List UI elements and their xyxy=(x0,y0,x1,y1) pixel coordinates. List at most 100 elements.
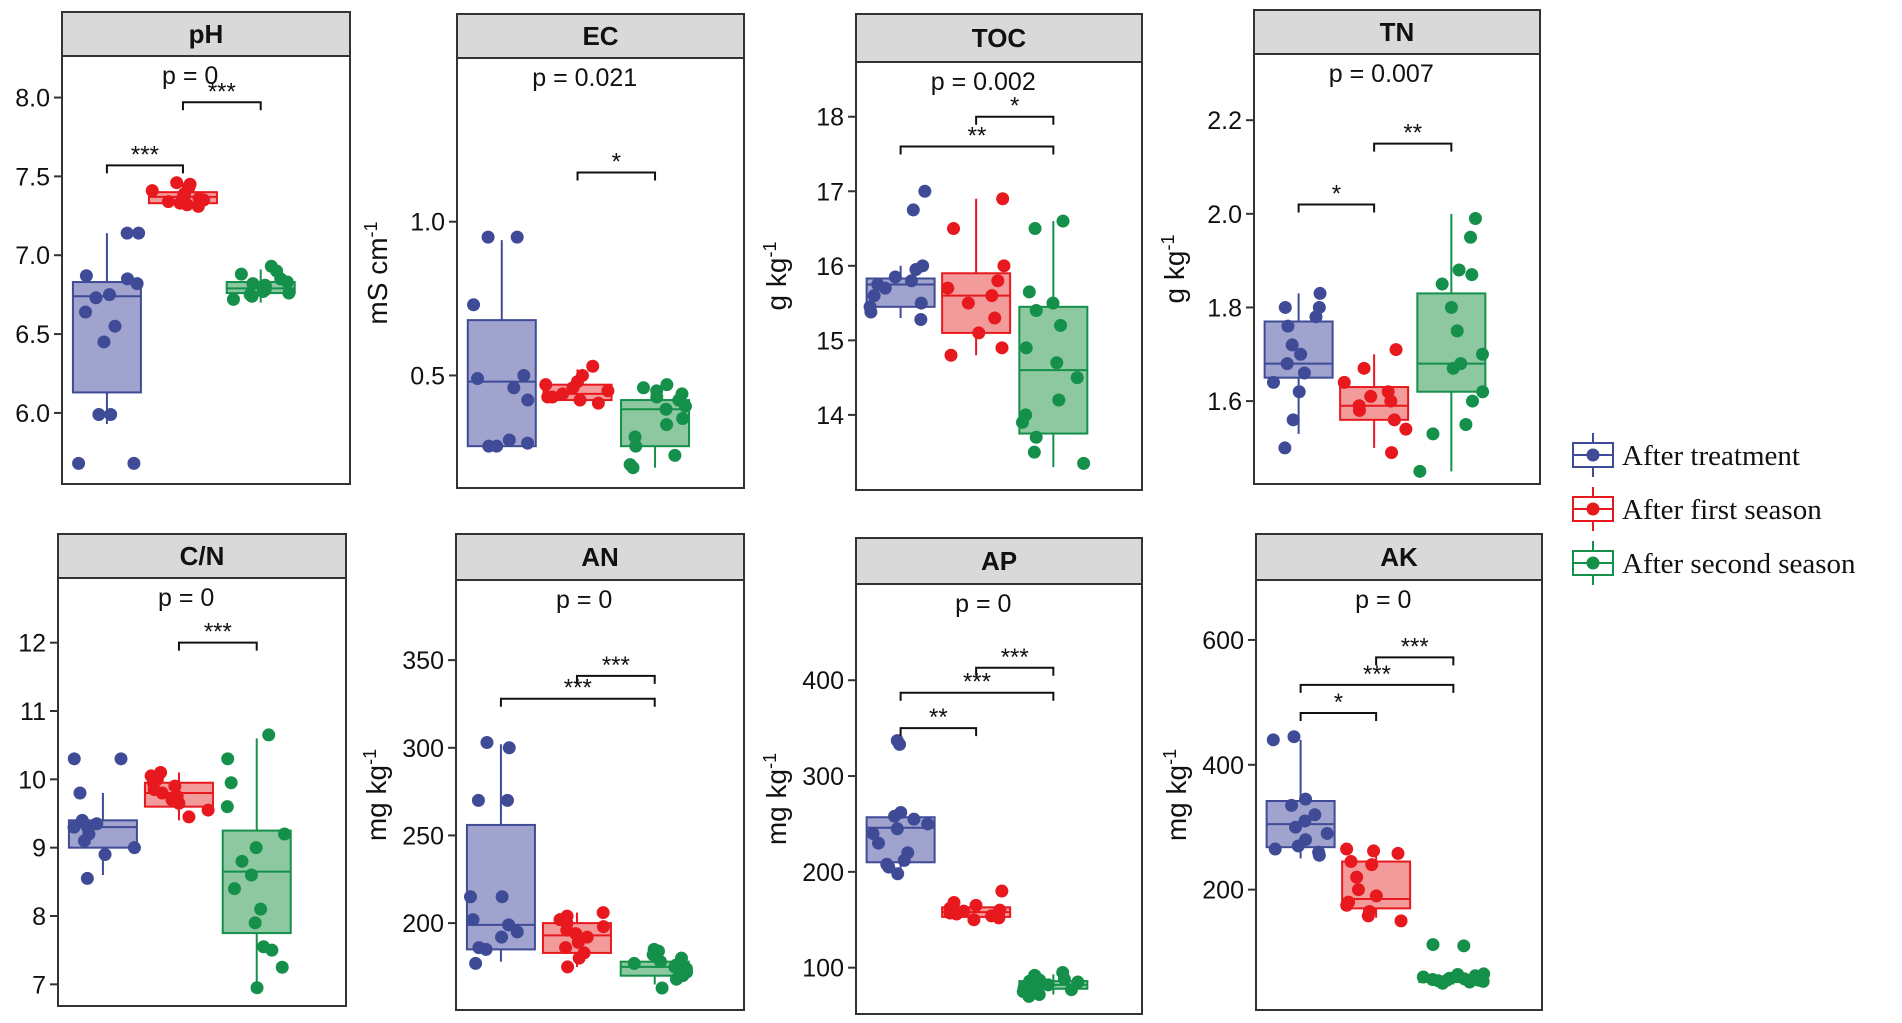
data-point xyxy=(623,458,637,472)
data-point xyxy=(500,793,514,807)
y-tick-label: 200 xyxy=(1202,877,1244,905)
data-point xyxy=(278,827,292,841)
data-point xyxy=(997,259,1011,273)
data-point xyxy=(1413,464,1427,478)
data-point xyxy=(1280,357,1294,371)
data-point xyxy=(1381,385,1395,399)
data-point xyxy=(471,793,485,807)
data-point xyxy=(183,177,197,191)
panel-header xyxy=(1253,9,1541,55)
data-point xyxy=(1459,418,1473,431)
data-point xyxy=(1298,814,1312,828)
data-point xyxy=(1028,222,1042,236)
data-point xyxy=(1367,844,1381,858)
data-point xyxy=(596,906,610,920)
y-tick-label: 600 xyxy=(1202,627,1244,655)
y-axis-label-exponent: -1 xyxy=(360,749,380,765)
data-point xyxy=(282,286,296,300)
y-tick-label: 17 xyxy=(816,178,844,206)
data-point xyxy=(601,384,615,398)
data-point xyxy=(941,281,955,295)
data-point xyxy=(627,956,641,970)
box-after-treatment xyxy=(463,736,536,970)
y-axis-label-exponent: -1 xyxy=(361,221,381,237)
data-point xyxy=(916,259,930,273)
panel-title: TOC xyxy=(972,23,1027,53)
data-point xyxy=(246,277,260,291)
data-point xyxy=(1475,347,1489,361)
y-tick-label: 15 xyxy=(816,327,844,355)
data-point xyxy=(668,448,682,462)
data-point xyxy=(914,296,928,310)
data-point xyxy=(510,925,524,939)
data-point xyxy=(145,184,159,198)
data-point xyxy=(921,817,935,831)
y-axis-label-exponent: -1 xyxy=(760,753,780,769)
data-point xyxy=(539,378,553,392)
data-point xyxy=(502,918,516,932)
y-tick-label: 8 xyxy=(32,903,46,931)
data-point xyxy=(507,381,521,395)
p-value: p = 0.002 xyxy=(931,68,1036,96)
data-point xyxy=(894,805,908,819)
y-tick-label: 18 xyxy=(816,104,844,132)
data-point xyxy=(1268,842,1282,856)
data-point xyxy=(1050,356,1064,370)
data-point xyxy=(675,387,689,401)
legend-label: After first season xyxy=(1622,494,1822,526)
data-point xyxy=(114,752,128,766)
box-after-first-season xyxy=(541,906,612,974)
y-tick-label: 12 xyxy=(18,630,46,658)
box-after-second-season xyxy=(1015,214,1091,470)
y-axis-label: g kg-1 xyxy=(760,242,792,311)
panel-frame xyxy=(1253,53,1541,485)
data-point xyxy=(472,941,486,955)
panel-ph: pH6.06.57.07.58.0p = 0****** xyxy=(15,11,351,485)
data-point xyxy=(961,296,975,310)
data-point xyxy=(132,226,146,240)
data-point xyxy=(92,408,106,421)
data-point xyxy=(80,871,94,885)
data-point xyxy=(676,412,690,426)
panel-tn: TN1.61.82.02.2g kg-1p = 0.007*** xyxy=(1158,9,1541,485)
data-point xyxy=(127,841,141,855)
panel-ec: EC 0.5 1.0 mS cm-1 p = 0.021 * xyxy=(361,13,745,489)
y-tick-label: 7.5 xyxy=(15,163,50,191)
data-point xyxy=(1266,375,1280,389)
data-point xyxy=(226,292,240,306)
box-after-treatment xyxy=(71,226,146,470)
data-point xyxy=(521,436,535,450)
data-point xyxy=(947,222,961,236)
data-point xyxy=(1416,970,1430,984)
data-point xyxy=(1476,385,1490,399)
data-point xyxy=(1344,855,1358,869)
panel-header xyxy=(855,537,1143,585)
data-point xyxy=(262,728,276,742)
data-point xyxy=(1071,975,1085,989)
data-point xyxy=(161,195,175,209)
data-point xyxy=(1019,341,1033,355)
legend-label: After second season xyxy=(1622,548,1856,580)
y-tick-label: 250 xyxy=(402,822,444,850)
data-point xyxy=(1029,430,1043,444)
data-point xyxy=(890,734,904,748)
box-iqr xyxy=(465,823,536,951)
data-point xyxy=(482,439,496,453)
data-point xyxy=(1464,230,1478,244)
data-point xyxy=(234,267,248,281)
legend-entry: After second season xyxy=(1572,541,1856,585)
data-point xyxy=(967,913,981,927)
significance-bracket xyxy=(899,145,1055,155)
data-point xyxy=(1351,883,1365,897)
y-tick-label: 350 xyxy=(402,647,444,675)
y-axis-label-base: g kg xyxy=(761,258,792,311)
data-point xyxy=(1465,268,1479,282)
data-point xyxy=(495,930,509,944)
y-tick-label: 200 xyxy=(802,859,844,887)
data-point xyxy=(1281,319,1295,333)
y-tick-label: 16 xyxy=(816,253,844,281)
data-point xyxy=(75,813,89,827)
data-point xyxy=(227,882,241,896)
